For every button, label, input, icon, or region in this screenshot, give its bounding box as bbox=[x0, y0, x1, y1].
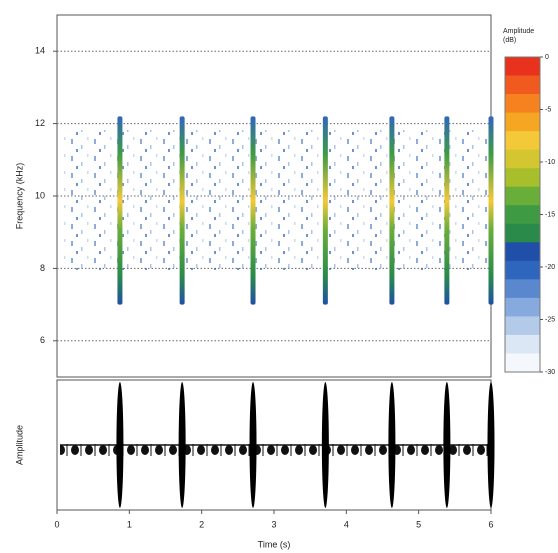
colorbar-title: (dB) bbox=[503, 37, 516, 44]
colorbar-cell bbox=[505, 260, 540, 280]
pulse bbox=[444, 116, 450, 305]
colorbar-tick-label: -5 bbox=[545, 106, 551, 113]
noise-texture bbox=[60, 130, 490, 270]
colorbar-tick-label: 0 bbox=[545, 54, 549, 61]
y-tick-label: 8 bbox=[40, 263, 45, 273]
x-tick-label: 4 bbox=[344, 519, 349, 529]
colorbar-cell bbox=[505, 297, 540, 317]
waveform-pulse bbox=[116, 382, 124, 508]
waveform-pulse bbox=[321, 382, 329, 508]
x-tick-label: 2 bbox=[199, 519, 204, 529]
waveform-pulse bbox=[388, 382, 396, 508]
waveform-bursts bbox=[60, 436, 490, 456]
colorbar-tick-label: -25 bbox=[545, 316, 555, 323]
x-axis-label: Time (s) bbox=[258, 539, 291, 549]
colorbar-cell bbox=[505, 353, 540, 373]
waveform-pulse bbox=[249, 382, 257, 508]
pulse bbox=[179, 116, 185, 305]
colorbar-cell bbox=[505, 112, 540, 132]
y-tick-label: 6 bbox=[40, 335, 45, 345]
colorbar-title: Amplitude bbox=[503, 28, 534, 35]
colorbar-cell bbox=[505, 242, 540, 262]
x-tick-label: 0 bbox=[54, 519, 59, 529]
colorbar-cell bbox=[505, 334, 540, 354]
pulse bbox=[389, 116, 395, 305]
colorbar-cell bbox=[505, 279, 540, 299]
colorbar-tick-label: -30 bbox=[545, 369, 555, 376]
x-tick-label: 1 bbox=[127, 519, 132, 529]
y-tick-label: 12 bbox=[35, 118, 45, 128]
x-tick-label: 5 bbox=[416, 519, 421, 529]
waveform-pulse bbox=[487, 382, 495, 508]
colorbar-cell bbox=[505, 205, 540, 225]
waveform-pulse bbox=[178, 382, 186, 508]
waveform-y-label: Amplitude bbox=[14, 425, 24, 465]
pulse bbox=[117, 116, 123, 305]
x-tick-label: 6 bbox=[488, 519, 493, 529]
colorbar-cell bbox=[505, 223, 540, 243]
colorbar-cell bbox=[505, 149, 540, 169]
colorbar-cell bbox=[505, 131, 540, 151]
colorbar-cell bbox=[505, 57, 540, 77]
colorbar-tick-label: -20 bbox=[545, 264, 555, 271]
colorbar-cell bbox=[505, 186, 540, 206]
x-tick-label: 3 bbox=[271, 519, 276, 529]
colorbar-tick-label: -15 bbox=[545, 211, 555, 218]
y-tick-label: 14 bbox=[35, 46, 45, 56]
pulse bbox=[322, 116, 328, 305]
pulse bbox=[488, 116, 494, 305]
pulse bbox=[250, 116, 256, 305]
colorbar-cell bbox=[505, 316, 540, 336]
y-tick-label: 10 bbox=[35, 190, 45, 200]
waveform-pulse bbox=[443, 382, 451, 508]
colorbar-tick-label: -10 bbox=[545, 159, 555, 166]
colorbar-cell bbox=[505, 94, 540, 114]
colorbar-cell bbox=[505, 168, 540, 188]
colorbar-cell bbox=[505, 75, 540, 95]
y-axis-label: Frequency (kHz) bbox=[14, 163, 24, 230]
